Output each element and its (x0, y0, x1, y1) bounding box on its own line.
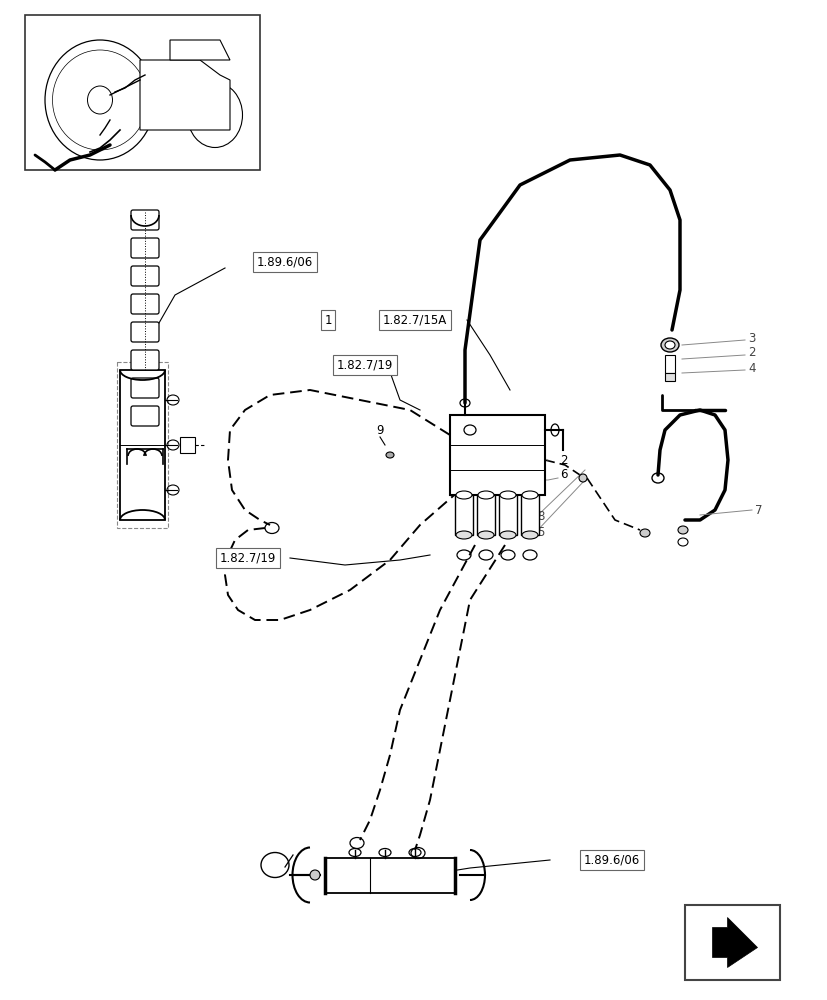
Ellipse shape (309, 870, 319, 880)
FancyBboxPatch shape (131, 378, 159, 398)
FancyBboxPatch shape (131, 406, 159, 426)
FancyBboxPatch shape (131, 350, 159, 370)
Bar (476, 495, 495, 535)
Ellipse shape (660, 338, 678, 352)
Text: 1: 1 (324, 314, 332, 326)
Polygon shape (712, 918, 757, 968)
Ellipse shape (521, 491, 538, 499)
Bar (179, 437, 195, 453)
Bar (684, 905, 779, 980)
Text: 5: 5 (537, 526, 543, 540)
Ellipse shape (477, 531, 494, 539)
Ellipse shape (521, 531, 538, 539)
Bar (664, 355, 674, 373)
Bar (117, 362, 168, 528)
Ellipse shape (639, 529, 649, 537)
Text: 7: 7 (754, 504, 762, 516)
Bar (325, 857, 455, 892)
Bar (25, 15, 260, 170)
Polygon shape (140, 60, 230, 130)
Text: 8: 8 (537, 510, 543, 522)
Text: 1.82.7/19: 1.82.7/19 (219, 552, 276, 564)
FancyBboxPatch shape (131, 238, 159, 258)
Ellipse shape (500, 491, 515, 499)
Text: 1.89.6/06: 1.89.6/06 (256, 255, 313, 268)
Ellipse shape (677, 538, 687, 546)
Ellipse shape (578, 474, 586, 482)
Text: 1.82.7/19: 1.82.7/19 (337, 359, 393, 371)
Bar (120, 370, 165, 520)
Ellipse shape (664, 341, 674, 349)
Text: 4: 4 (747, 361, 754, 374)
FancyBboxPatch shape (131, 266, 159, 286)
Text: 3: 3 (747, 332, 754, 344)
Bar (455, 495, 472, 535)
Ellipse shape (677, 526, 687, 534)
FancyBboxPatch shape (131, 322, 159, 342)
Ellipse shape (385, 452, 394, 458)
Bar (449, 415, 544, 495)
Text: 9: 9 (375, 424, 383, 436)
Polygon shape (170, 40, 230, 60)
Bar (520, 495, 538, 535)
Ellipse shape (477, 491, 494, 499)
Bar (499, 495, 516, 535)
Bar (664, 373, 674, 381)
FancyBboxPatch shape (131, 294, 159, 314)
FancyBboxPatch shape (131, 210, 159, 230)
Text: 1.82.7/15A: 1.82.7/15A (382, 314, 447, 326)
Ellipse shape (456, 531, 471, 539)
Ellipse shape (500, 531, 515, 539)
Text: 6: 6 (559, 468, 566, 482)
Text: 2: 2 (559, 454, 566, 466)
Ellipse shape (456, 491, 471, 499)
Text: 2: 2 (747, 347, 754, 360)
Text: 1.89.6/06: 1.89.6/06 (583, 854, 639, 866)
